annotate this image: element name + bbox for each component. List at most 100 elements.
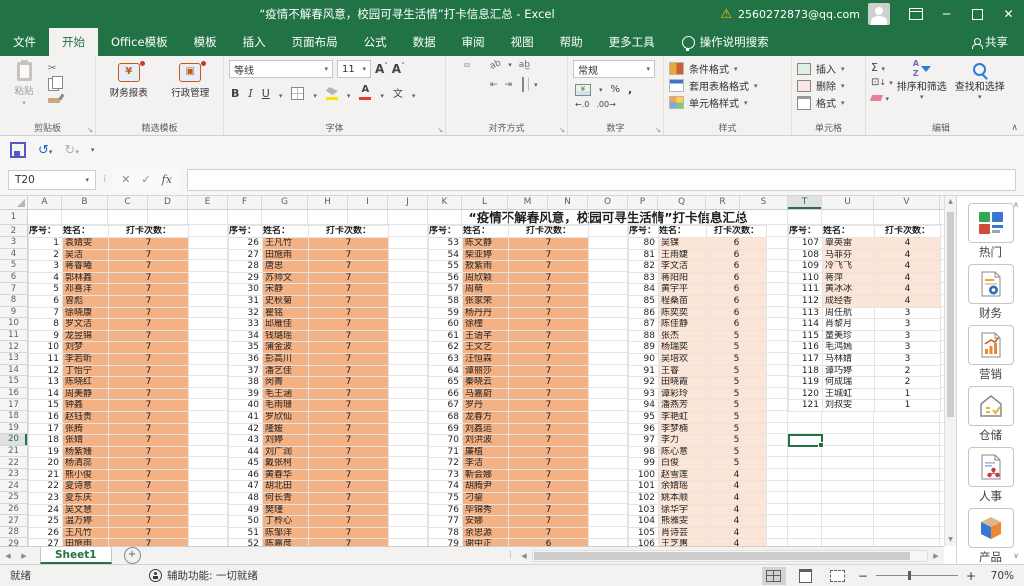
column-header-S[interactable]: S: [740, 196, 788, 209]
column-header-B[interactable]: B: [62, 196, 108, 209]
cell-count[interactable]: 7: [509, 377, 589, 389]
cell-count[interactable]: 7: [309, 435, 389, 447]
tell-me-search[interactable]: 操作说明搜索: [681, 28, 769, 56]
cell-name[interactable]: 覃英雷: [823, 238, 875, 250]
cell-count[interactable]: 7: [309, 330, 389, 343]
cell-name[interactable]: 刘广润: [263, 446, 309, 459]
cell-no[interactable]: 19: [29, 446, 63, 459]
cell-name[interactable]: 余思源: [463, 527, 509, 540]
decrease-indent-button[interactable]: ⇤: [490, 79, 498, 90]
cell-no[interactable]: 14: [29, 388, 63, 401]
cell-name[interactable]: 龙春方: [463, 411, 509, 424]
zoom-slider[interactable]: [875, 571, 958, 580]
ribbon-display-options-button[interactable]: [900, 0, 931, 28]
font-size-select[interactable]: 11 ▾: [337, 60, 371, 78]
cancel-entry-icon[interactable]: ✕: [121, 173, 131, 186]
cell-count[interactable]: 4: [875, 238, 941, 250]
sidebar-item-hot[interactable]: 热门: [967, 203, 1014, 260]
column-header-H[interactable]: H: [308, 196, 348, 209]
cell-name[interactable]: 李梦楠: [659, 423, 707, 436]
align-center-button[interactable]: [464, 83, 470, 87]
bold-button[interactable]: B: [231, 87, 240, 100]
cell-name[interactable]: 田施雨: [263, 249, 309, 262]
cell-no[interactable]: 9: [29, 330, 63, 343]
cell-count[interactable]: 7: [309, 481, 389, 494]
cell-count[interactable]: 7: [309, 516, 389, 528]
row-header-11[interactable]: 11: [0, 330, 27, 342]
cell-no[interactable]: 24: [29, 504, 63, 517]
cell-name[interactable]: 熊小俊: [63, 469, 109, 482]
cell-count[interactable]: 5: [707, 342, 767, 354]
row-header-15[interactable]: 15: [0, 376, 27, 388]
vertical-scroll-thumb[interactable]: [947, 212, 954, 417]
row-header-17[interactable]: 17: [0, 399, 27, 411]
redo-button[interactable]: ↻▾: [64, 142, 79, 158]
cell-name[interactable]: 曾彪: [63, 295, 109, 308]
select-all-corner[interactable]: [0, 196, 28, 210]
cell-no[interactable]: 117: [789, 353, 823, 366]
cell-count[interactable]: 7: [109, 458, 189, 470]
cell-count[interactable]: 7: [509, 527, 589, 540]
cell-name[interactable]: 刘叔雯: [823, 400, 875, 412]
minimize-button[interactable]: ─: [942, 7, 951, 21]
format-cells-button[interactable]: 格式 ▾: [797, 94, 860, 111]
normal-view-button[interactable]: [761, 566, 786, 585]
cell-name[interactable]: 罗文洁: [63, 319, 109, 331]
cell-no[interactable]: 97: [629, 435, 659, 447]
insert-function-button[interactable]: fx: [161, 173, 172, 186]
cell-no[interactable]: 92: [629, 377, 659, 389]
cell-no[interactable]: 73: [429, 469, 463, 482]
zoom-level[interactable]: 70%: [990, 569, 1014, 582]
cell-no[interactable]: 95: [629, 411, 659, 424]
column-header-U[interactable]: U: [822, 196, 874, 209]
cell-count[interactable]: 7: [509, 493, 589, 505]
format-painter-button[interactable]: [48, 98, 60, 103]
cell-count[interactable]: 4: [875, 284, 941, 296]
sheet-body[interactable]: “疫情不解春风意，校园可寻生活情”打卡信息汇总 序号： 姓名： 打卡次数： 1 袁婧雯 7…: [28, 210, 944, 546]
cell-count[interactable]: 4: [875, 249, 941, 262]
cell-name[interactable]: 杨紫姗: [63, 446, 109, 459]
cell-no[interactable]: 30: [229, 284, 263, 296]
cell-count[interactable]: 7: [509, 272, 589, 285]
scroll-up-arrow[interactable]: ▲: [948, 198, 953, 205]
delete-cells-button[interactable]: 删除 ▾: [797, 77, 860, 94]
cell-no[interactable]: 21: [29, 469, 63, 482]
cell-count[interactable]: 7: [509, 469, 589, 482]
cell-name[interactable]: 蒋睿曦: [63, 261, 109, 273]
cell-count[interactable]: 7: [509, 319, 589, 331]
cell-count[interactable]: 7: [109, 342, 189, 354]
sidebar-scroll-down-icon[interactable]: ∨: [1013, 551, 1019, 560]
font-name-select[interactable]: 等线 ▾: [229, 60, 333, 78]
cell-no[interactable]: 67: [429, 400, 463, 412]
cell-no[interactable]: 89: [629, 342, 659, 354]
cell-name[interactable]: 刁鋆: [463, 493, 509, 505]
cell-no[interactable]: 77: [429, 516, 463, 528]
cell-count[interactable]: 7: [309, 388, 389, 401]
cell-count[interactable]: 7: [309, 446, 389, 459]
cell-name[interactable]: 张腾: [63, 423, 109, 436]
cell-no[interactable]: 17: [29, 423, 63, 436]
align-middle-button[interactable]: [464, 63, 470, 67]
column-header-N[interactable]: N: [548, 196, 588, 209]
cell-no[interactable]: 63: [429, 353, 463, 366]
cell-no[interactable]: 20: [29, 458, 63, 470]
cell-name[interactable]: 陈晓红: [63, 377, 109, 389]
cell-no[interactable]: 68: [429, 411, 463, 424]
undo-button[interactable]: ↺▾: [38, 142, 53, 158]
cell-count[interactable]: 4: [707, 481, 767, 494]
cell-name[interactable]: 靳会娜: [463, 469, 509, 482]
cell-count[interactable]: 7: [109, 353, 189, 366]
cell-count[interactable]: 7: [309, 411, 389, 424]
cell-name[interactable]: 樊瑾: [263, 504, 309, 517]
row-header-27[interactable]: 27: [0, 515, 27, 527]
cell-count[interactable]: 7: [309, 295, 389, 308]
conditional-formatting-button[interactable]: 条件格式 ▾: [669, 60, 786, 77]
cell-count[interactable]: 7: [309, 238, 389, 250]
cell-count[interactable]: 7: [509, 458, 589, 470]
avatar[interactable]: [868, 3, 890, 25]
cell-count[interactable]: 5: [707, 458, 767, 470]
copy-button[interactable]: [48, 76, 63, 91]
cell-no[interactable]: 31: [229, 295, 263, 308]
sidebar-item-warehouse[interactable]: 仓储: [967, 386, 1014, 443]
cell-name[interactable]: 罗丹: [463, 400, 509, 412]
